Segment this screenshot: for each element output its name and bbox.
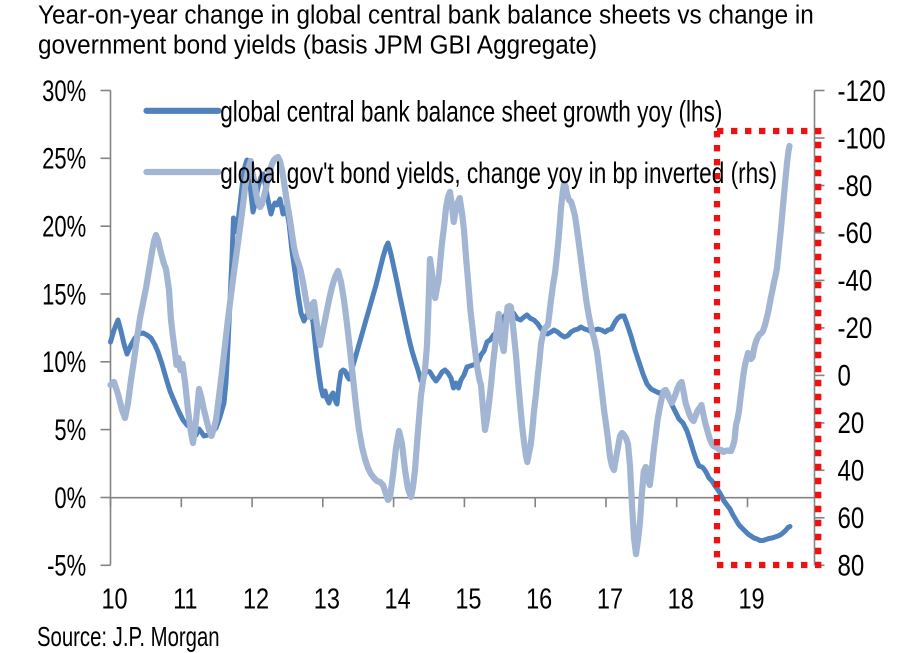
svg-text:11: 11 (173, 582, 197, 615)
svg-text:16: 16 (526, 582, 552, 615)
svg-text:-20: -20 (838, 312, 873, 345)
svg-text:global central bank balance sh: global central bank balance sheet growth… (220, 94, 722, 128)
svg-text:80: 80 (838, 549, 865, 582)
svg-text:25%: 25% (42, 141, 86, 175)
svg-text:5%: 5% (54, 413, 86, 447)
svg-text:12: 12 (243, 582, 269, 615)
svg-text:-80: -80 (838, 169, 873, 202)
svg-text:global gov't bond yields, chan: global gov't bond yields, change yoy in … (220, 156, 777, 190)
svg-text:-60: -60 (838, 217, 873, 250)
svg-text:20%: 20% (42, 209, 86, 243)
svg-text:Year-on-year change in global: Year-on-year change in global central ba… (38, 1, 814, 30)
svg-text:0%: 0% (54, 481, 86, 515)
svg-text:10%: 10% (42, 345, 86, 379)
svg-text:-100: -100 (838, 122, 886, 155)
svg-text:-5%: -5% (47, 548, 86, 582)
svg-text:-40: -40 (838, 264, 873, 297)
svg-text:15%: 15% (42, 277, 86, 311)
svg-text:government bond yields (basis: government bond yields (basis JPM GBI Ag… (38, 31, 597, 60)
svg-text:10: 10 (101, 582, 127, 615)
svg-text:-120: -120 (838, 74, 886, 107)
svg-text:14: 14 (385, 582, 411, 615)
svg-text:60: 60 (838, 502, 865, 535)
svg-text:Source: J.P. Morgan: Source: J.P. Morgan (37, 622, 220, 653)
svg-text:20: 20 (838, 407, 865, 440)
svg-text:19: 19 (738, 582, 764, 615)
svg-text:15: 15 (455, 582, 481, 615)
svg-text:17: 17 (597, 582, 623, 615)
svg-text:40: 40 (838, 454, 865, 487)
svg-text:13: 13 (314, 582, 340, 615)
svg-text:30%: 30% (42, 74, 86, 108)
svg-text:18: 18 (668, 582, 694, 615)
svg-text:0: 0 (838, 359, 851, 392)
